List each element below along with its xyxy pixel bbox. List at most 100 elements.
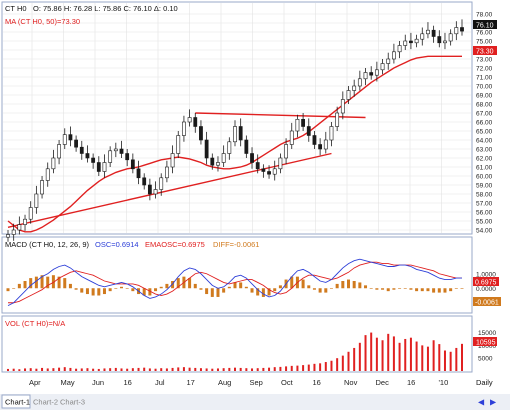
volume-bar	[211, 368, 214, 371]
tab-scroll-left-icon[interactable]: ◀	[478, 398, 485, 407]
macd-histogram-bar	[415, 288, 419, 292]
price-axis-label: 75.00	[476, 39, 493, 46]
price-axis-label: 57.00	[476, 201, 493, 208]
price-bar-body	[91, 157, 96, 163]
price-bar-body	[380, 63, 385, 71]
price-axis-label: 64.00	[476, 138, 493, 145]
macd-histogram-bar	[171, 281, 175, 289]
macd-diff: DIFF=-0.0061	[213, 240, 259, 249]
macd-histogram-bar	[318, 288, 322, 293]
macd-histogram-bar	[392, 288, 396, 290]
price-bar-body	[448, 33, 453, 42]
price-axis-label: 73.00	[476, 57, 493, 64]
tab-chart-1[interactable]: Chart-1	[5, 398, 30, 407]
price-axis-label: 72.00	[476, 66, 493, 73]
volume-bar	[290, 365, 293, 371]
macd-histogram-bar	[460, 288, 464, 289]
macd-histogram-bar	[267, 288, 271, 296]
price-axis-label: 61.00	[476, 165, 493, 172]
price-bar-body	[79, 146, 84, 154]
macd-histogram-bar	[114, 288, 118, 289]
macd-histogram-bar	[278, 285, 282, 289]
macd-histogram-bar	[403, 288, 407, 289]
price-bar-body	[130, 159, 135, 170]
price-pane[interactable]	[1, 1, 473, 235]
price-bar-body	[57, 144, 61, 159]
tab-chart-2[interactable]: Chart-2	[33, 398, 58, 407]
macd-histogram-bar	[432, 288, 436, 293]
price-axis-label: 65.00	[476, 129, 493, 136]
price-bar-body	[6, 234, 10, 238]
price-bar-body	[289, 130, 294, 145]
macd-histogram-bar	[426, 288, 430, 292]
volume-bar	[409, 337, 412, 371]
price-bar-body	[346, 90, 351, 100]
y-axes: 78.0077.0076.0075.0074.0073.0072.0071.00…	[476, 12, 496, 363]
tab-chart-3[interactable]: Chart-3	[60, 398, 85, 407]
volume-bar	[18, 369, 21, 371]
macd-histogram-bar	[381, 288, 385, 290]
x-axis-label: '10	[439, 378, 449, 387]
macd-histogram-bar	[454, 288, 458, 289]
price-bar-body	[340, 99, 345, 114]
macd-histogram-bar	[74, 288, 78, 290]
price-bar-body	[233, 126, 237, 143]
volume-bar	[154, 368, 157, 371]
diff-tag-bg	[473, 297, 501, 306]
price-bar-body	[454, 27, 459, 35]
macd-histogram-bar	[386, 288, 390, 292]
price-bar-body	[68, 134, 73, 141]
volume-bar	[160, 368, 163, 371]
volume-bar	[273, 367, 276, 371]
price-bar-body	[11, 229, 16, 235]
macd-histogram-bar	[40, 275, 44, 289]
macd-histogram-bar	[369, 288, 373, 289]
volume-pane[interactable]	[1, 315, 473, 373]
macd-histogram-bar	[6, 288, 10, 292]
vol-tag-bg	[473, 337, 497, 346]
macd-histogram-bar	[307, 285, 311, 289]
macd-histogram-bar	[17, 283, 21, 289]
price-bar-body	[312, 135, 317, 145]
macd-histogram-bar	[324, 288, 328, 293]
price-bar-body	[193, 117, 198, 127]
volume-bar	[109, 368, 112, 371]
price-bar-body	[267, 171, 271, 175]
volume-bar	[370, 332, 373, 371]
tab-scroll-right-icon[interactable]: ▶	[490, 398, 497, 407]
volume-bar	[137, 367, 140, 371]
macd-histogram-bar	[364, 285, 368, 289]
price-bar-body	[34, 193, 39, 208]
volume-bar	[279, 366, 282, 371]
macd-histogram-bar	[176, 278, 180, 289]
ma-line	[7, 55, 462, 233]
x-axis-label: Nov	[344, 378, 358, 387]
volume-bar	[358, 342, 361, 371]
volume-bar	[97, 368, 100, 371]
price-axis-label: 68.00	[476, 102, 493, 109]
price-bar-body	[62, 134, 67, 145]
price-axis-label: 70.00	[476, 84, 493, 91]
macd-histogram-bar	[23, 281, 27, 289]
price-bar-body	[420, 33, 425, 40]
tab-bar	[0, 394, 510, 410]
diff-tag: -0.0061	[475, 300, 499, 307]
tab-chart-1-bg[interactable]	[1, 394, 31, 409]
macd-axis-label: 1.0000	[476, 271, 496, 278]
volume-bar	[7, 368, 9, 371]
price-bar-body	[227, 141, 232, 154]
price-bar-body	[357, 78, 362, 87]
price-bar-body	[431, 29, 436, 37]
macd-histogram-bar	[341, 281, 345, 289]
macd-histogram-bar	[250, 288, 254, 293]
price-bar-body	[335, 112, 340, 127]
macd-histogram-bar	[420, 288, 424, 292]
volume-bar	[228, 367, 231, 371]
macd-histogram-bar	[290, 276, 294, 289]
price-bar-body	[443, 40, 447, 44]
price-bar-body	[414, 38, 419, 44]
x-axis-label: Jul	[155, 378, 165, 387]
price-bar-body	[437, 36, 442, 44]
price-bar-body	[397, 45, 402, 53]
